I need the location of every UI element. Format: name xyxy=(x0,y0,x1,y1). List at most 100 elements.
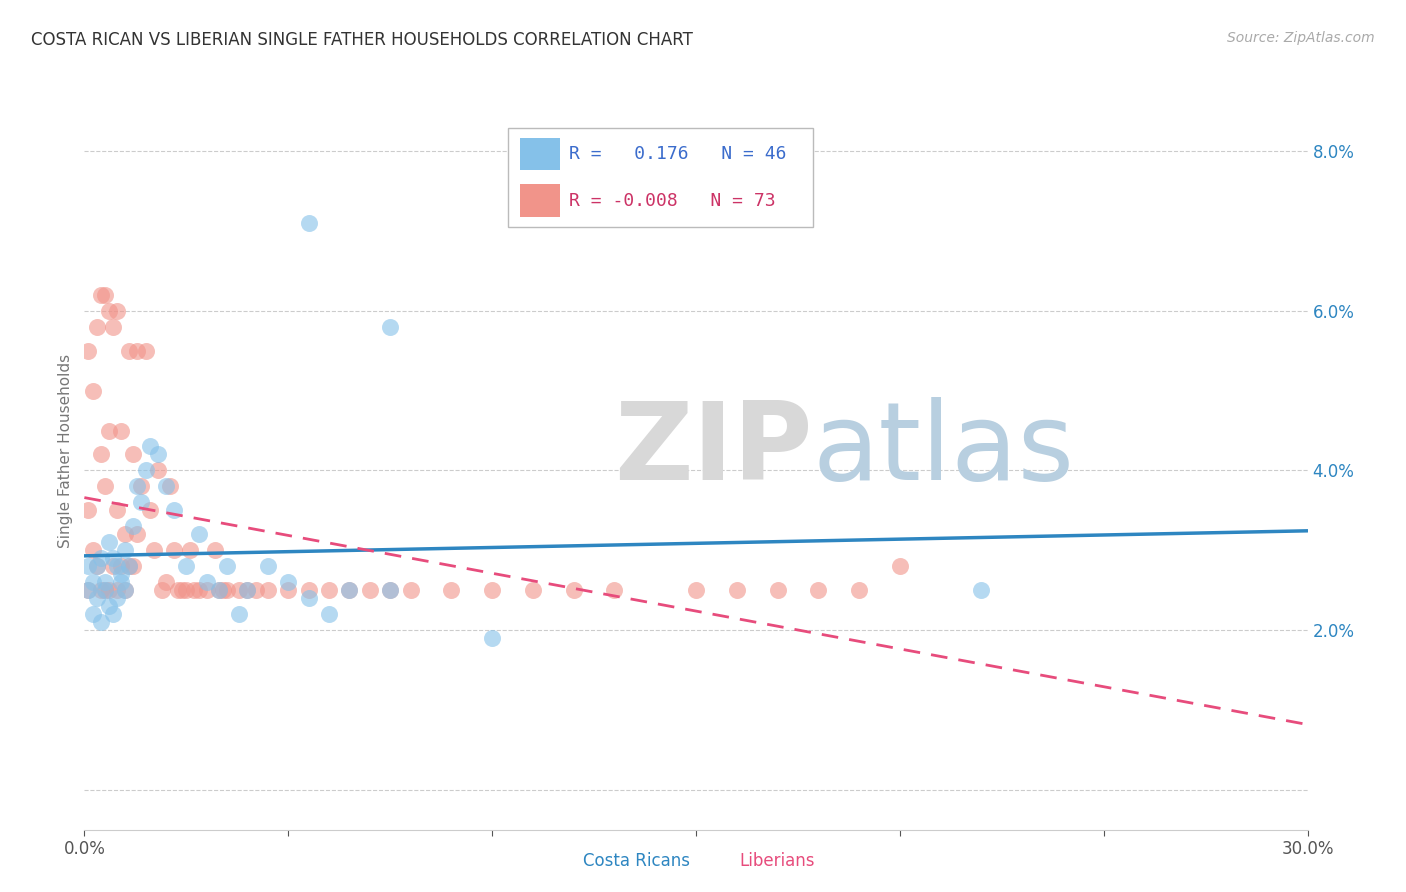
Point xyxy=(127,527,149,541)
Text: R = -0.008   N = 73: R = -0.008 N = 73 xyxy=(569,192,776,210)
Point xyxy=(101,559,124,574)
Point xyxy=(236,583,259,598)
Point xyxy=(86,559,108,574)
Point xyxy=(848,583,870,598)
Point xyxy=(187,527,209,541)
Y-axis label: Single Father Households: Single Father Households xyxy=(58,353,73,548)
Point xyxy=(90,447,112,461)
Point xyxy=(318,607,340,621)
Point xyxy=(195,583,218,598)
Point xyxy=(101,551,124,566)
Point xyxy=(380,583,402,598)
Point xyxy=(135,343,157,358)
Point xyxy=(77,503,100,517)
Point xyxy=(522,583,544,598)
Point xyxy=(114,583,136,598)
Point xyxy=(159,479,181,493)
Point xyxy=(77,559,100,574)
Point xyxy=(122,519,145,533)
Bar xyxy=(520,137,560,170)
Point xyxy=(277,583,299,598)
Point xyxy=(481,631,503,645)
Point xyxy=(118,343,141,358)
Point xyxy=(399,583,422,598)
Point xyxy=(163,543,186,558)
Point xyxy=(204,543,226,558)
Point xyxy=(167,583,190,598)
Point xyxy=(339,583,361,598)
Point xyxy=(217,559,239,574)
Point xyxy=(135,463,157,477)
Point xyxy=(90,288,112,302)
Point xyxy=(138,440,160,454)
Point xyxy=(93,575,115,590)
Point xyxy=(114,583,136,598)
Point xyxy=(146,463,169,477)
Point xyxy=(228,583,250,598)
Point xyxy=(97,535,120,549)
Point xyxy=(127,343,149,358)
Point xyxy=(725,583,748,598)
Point xyxy=(110,424,132,438)
Point xyxy=(105,559,128,574)
Point xyxy=(90,615,112,629)
Point xyxy=(114,527,136,541)
Point xyxy=(93,288,115,302)
Point xyxy=(114,543,136,558)
Point xyxy=(86,559,108,574)
Point xyxy=(889,559,911,574)
Point xyxy=(93,583,115,598)
Point xyxy=(101,607,124,621)
Point xyxy=(82,607,104,621)
Point xyxy=(155,479,177,493)
Point xyxy=(110,567,132,582)
Point xyxy=(359,583,381,598)
Point xyxy=(562,583,585,598)
Point xyxy=(142,543,165,558)
Point xyxy=(187,583,209,598)
Point xyxy=(155,575,177,590)
Point xyxy=(440,583,463,598)
Point xyxy=(127,479,149,493)
Point xyxy=(97,599,120,613)
Point xyxy=(122,559,145,574)
Point xyxy=(380,583,402,598)
Point xyxy=(97,303,120,318)
Point xyxy=(970,583,993,598)
Point xyxy=(118,559,141,574)
Point xyxy=(110,575,132,590)
Point xyxy=(257,583,280,598)
Point xyxy=(174,559,197,574)
Point xyxy=(105,303,128,318)
Point xyxy=(174,583,197,598)
Point xyxy=(97,424,120,438)
Point xyxy=(82,543,104,558)
Point xyxy=(86,591,108,606)
Point xyxy=(807,583,830,598)
Point xyxy=(195,575,218,590)
Point xyxy=(298,583,321,598)
Point xyxy=(603,583,626,598)
Point xyxy=(208,583,231,598)
Point xyxy=(93,583,115,598)
Point xyxy=(90,551,112,566)
Point xyxy=(82,384,104,398)
Point xyxy=(380,319,402,334)
Point xyxy=(766,583,789,598)
Point xyxy=(685,583,707,598)
Point xyxy=(179,543,201,558)
Point xyxy=(245,583,267,598)
Point xyxy=(146,447,169,461)
Point xyxy=(77,583,100,598)
Text: COSTA RICAN VS LIBERIAN SINGLE FATHER HOUSEHOLDS CORRELATION CHART: COSTA RICAN VS LIBERIAN SINGLE FATHER HO… xyxy=(31,31,693,49)
Point xyxy=(339,583,361,598)
Point xyxy=(318,583,340,598)
Text: atlas: atlas xyxy=(813,398,1074,503)
Point xyxy=(212,583,235,598)
Text: ZIP: ZIP xyxy=(613,398,813,503)
Point xyxy=(217,583,239,598)
Point xyxy=(105,591,128,606)
Point xyxy=(131,479,153,493)
Point xyxy=(163,503,186,517)
Point xyxy=(298,591,321,606)
